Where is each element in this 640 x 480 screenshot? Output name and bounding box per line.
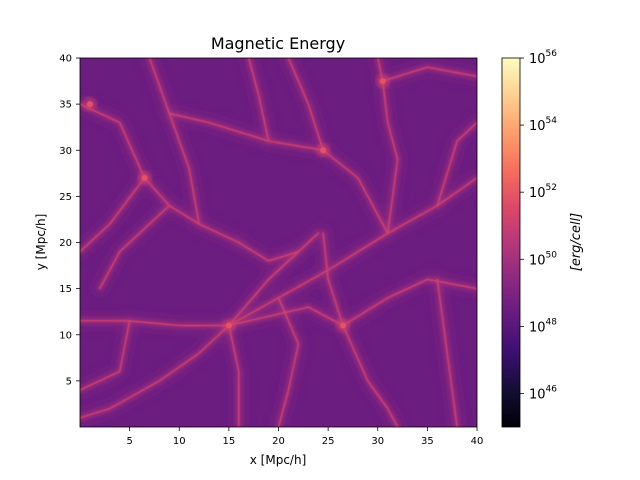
colorbar-frame (501, 57, 521, 428)
filament-core-22 (247, 58, 270, 142)
x-tick-label-7: 40 (471, 436, 484, 447)
x-tick-label-1: 10 (173, 436, 186, 447)
x-tick-label-0: 5 (126, 436, 132, 447)
filament-core-21 (436, 278, 458, 427)
filament-core-2 (80, 324, 230, 419)
filament-core-19 (80, 320, 131, 391)
colorbar-tick-label-3: 1052 (529, 183, 557, 201)
filament-core-layer (80, 58, 477, 427)
filament-core-7 (342, 278, 477, 327)
filament-core-13 (238, 241, 300, 262)
colorbar-tick-label-2: 1050 (529, 250, 557, 268)
colorbar-tick-label-4: 1054 (529, 116, 557, 134)
colorbar-tick-label-5: 1056 (529, 49, 557, 67)
y-tick-label-7: 40 (59, 54, 72, 65)
node-layer (82, 74, 390, 333)
x-tick-label-4: 25 (322, 436, 335, 447)
y-tick-label-6: 35 (59, 100, 72, 111)
node-core-4 (141, 174, 148, 181)
filament-core-0 (80, 320, 230, 327)
y-tick-label-5: 30 (59, 146, 72, 157)
plot-area (80, 58, 477, 427)
x-axis-label: x [Mpc/h] (250, 453, 307, 467)
y-tick-label-2: 15 (59, 284, 72, 295)
filament-core-6 (342, 324, 399, 427)
y-tick-label-1: 10 (59, 330, 72, 341)
y-axis-label: y [Mpc/h] (34, 214, 48, 271)
filament-core-10 (381, 66, 477, 82)
node-core-0 (225, 322, 232, 329)
colorbar-tick-label-1: 1048 (529, 317, 557, 335)
filament-core-9 (377, 58, 399, 235)
x-tick-label-3: 20 (272, 436, 285, 447)
node-core-2 (379, 78, 386, 85)
x-tick-label-2: 15 (223, 436, 236, 447)
filament-core-12 (80, 177, 146, 253)
y-tick-label-3: 20 (59, 238, 72, 249)
filament-core-4 (228, 232, 319, 327)
x-tick-label-6: 35 (421, 436, 434, 447)
colorbar-label: [erg/cell] (569, 213, 584, 272)
filament-core-1 (228, 177, 477, 327)
x-tick-label-5: 30 (371, 436, 384, 447)
filament-core-23 (99, 204, 171, 290)
chart-title: Magnetic Energy (211, 34, 345, 53)
y-axis-ticks: 5 10 15 20 25 30 35 40 (59, 54, 80, 387)
node-core-3 (86, 101, 93, 108)
colorbar-tick-label-0: 1046 (529, 384, 557, 402)
colorbar-ticks: 1046 1048 1050 1052 1054 1056 (520, 49, 557, 402)
x-axis-ticks: 5 10 15 20 25 30 35 40 (126, 427, 483, 447)
colorbar-gradient (502, 58, 520, 427)
colorbar: 1046 1048 1050 1052 1054 1056 [erg/cell] (501, 49, 584, 428)
node-core-1 (340, 322, 347, 329)
filament-core-3 (228, 324, 240, 427)
heatmap-background (80, 58, 477, 427)
filament-core-8 (322, 232, 344, 327)
filament-core-11 (80, 103, 240, 244)
filament-core-17 (148, 58, 200, 225)
filament-core-15 (287, 58, 324, 152)
node-core-5 (320, 147, 327, 154)
filament-core-18 (436, 121, 477, 207)
filament-core-14 (322, 149, 389, 235)
filament-core-16 (168, 112, 324, 152)
filament-core-5 (228, 306, 344, 327)
filament-core-20 (277, 297, 300, 427)
y-tick-label-4: 25 (59, 192, 72, 203)
y-tick-label-0: 5 (66, 376, 72, 387)
